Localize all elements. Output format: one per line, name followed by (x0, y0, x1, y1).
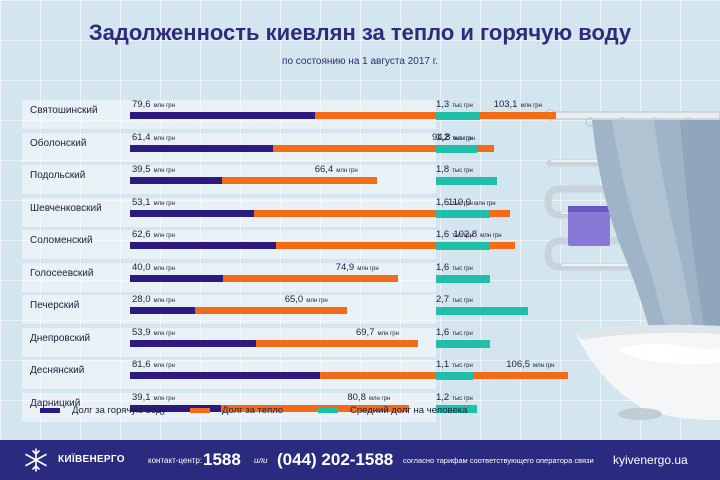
hot-water-debt-bar (130, 112, 316, 119)
hot-water-value-label: 81,6 млн грн (132, 359, 175, 370)
hot-water-debt-bar (130, 307, 196, 314)
hot-water-value-label: 28,0 млн грн (132, 294, 175, 305)
per-person-debt-bar (436, 177, 498, 185)
district-label: Днепровский (30, 332, 91, 344)
heating-value-label: 66,4 млн грн (314, 164, 358, 175)
heating-value-label: 110,0 млн грн (448, 196, 496, 208)
legend-item: Средний долг на человека (318, 405, 467, 416)
per-person-debt-bar (436, 274, 491, 283)
heating-value-label: 103,1 млн грн (493, 99, 542, 110)
towel (568, 206, 610, 246)
heating-debt-bar (130, 242, 516, 249)
per-person-value-label: 1,2 тыс грн (436, 391, 473, 403)
heating-value-label: 102,8 млн грн (453, 229, 502, 240)
legend-item: Долг за тепло (190, 405, 283, 416)
heating-value-label: 94,8 млн грн (431, 131, 475, 143)
website-link[interactable]: kyivenergo.ua (613, 453, 688, 467)
contact-center-label: контакт-центр: (148, 456, 203, 465)
legend-label: Средний долг на человека (350, 405, 468, 416)
full-phone-number: (044) 202-1588 (277, 450, 394, 469)
per-person-debt-bar (436, 209, 491, 218)
per-person-debt-bar (436, 404, 477, 413)
per-person-value-label: 1,8 тыс грн (436, 164, 473, 175)
or-label: или (254, 456, 268, 465)
hot-water-value-label: 61,4 млн грн (132, 131, 175, 143)
company-logo-text: КИЇВЕНЕРГО (58, 454, 125, 465)
legend-label: Долг за горячую воду (72, 405, 167, 416)
heating-debt-bar (130, 372, 569, 379)
per-person-value-label: 1,3 тыс грн (436, 99, 473, 110)
debt-chart: Святошинский 79,6 млн грн 103,1 млн грн 1,3 ты… (22, 99, 569, 422)
heating-value-label: 106,5 млн грн (506, 359, 555, 370)
per-person-debt-bar (436, 339, 491, 348)
per-person-debt-bar (436, 144, 477, 153)
district-label: Подольский (30, 170, 86, 181)
page-subtitle: по состоянию на 1 августа 2017 г. (282, 56, 438, 67)
hot-water-value-label: 79,6 млн грн (132, 99, 175, 110)
bathroom-illustration (544, 109, 720, 420)
per-person-debt-bar (436, 242, 491, 250)
hot-water-debt-bar (130, 372, 321, 379)
heating-debt-bar (130, 339, 418, 347)
heating-debt-bar (130, 307, 347, 314)
legend-swatch (318, 408, 338, 413)
per-person-value-label: 1,6 тыс грн (436, 229, 473, 240)
heating-debt-bar (130, 274, 398, 282)
hot-water-value-label: 62,6 млн грн (132, 229, 175, 240)
per-person-value-label: 1,6 тыс грн (436, 196, 473, 208)
hot-water-debt-bar (130, 274, 224, 282)
footer-bar: КИЇВЕНЕРГО контакт-центр: 1588 или (044)… (0, 440, 720, 480)
per-person-debt-bar (436, 372, 474, 380)
hot-water-value-label: 53,1 млн грн (132, 196, 175, 208)
hot-water-value-label: 40,0 млн грн (132, 261, 175, 273)
heating-debt-bar (130, 144, 494, 152)
page-title: Задолженность киевлян за тепло и горячую… (88, 20, 632, 45)
short-phone-number: 1588 (203, 450, 241, 469)
district-label: Шевченковский (30, 202, 102, 214)
per-person-debt-bar (436, 112, 481, 120)
district-label: Печерский (30, 300, 80, 311)
legend-swatch (40, 408, 60, 413)
per-person-value-label: 1,6 тыс грн (436, 261, 473, 273)
hot-water-debt-bar (130, 242, 276, 249)
hot-water-debt-bar (130, 177, 223, 184)
district-label: Оболонский (30, 137, 87, 149)
chart-legend: Долг за горячую воду Долг за тепло Средний… (0, 405, 720, 425)
heating-debt-bar (130, 404, 410, 412)
hot-water-value-label: 53,9 млн грн (132, 326, 175, 338)
snowflake-icon (25, 448, 47, 472)
legend-item: Долг за горячую воду (40, 405, 166, 416)
district-label: Дарницкий (30, 397, 81, 409)
district-label: Деснянский (30, 365, 85, 376)
hot-water-debt-bar (130, 339, 256, 347)
district-label: Соломенский (30, 235, 93, 246)
hot-water-value-label: 39,5 млн грн (132, 164, 175, 175)
district-label: Святошинский (30, 105, 98, 116)
legend-swatch (190, 408, 210, 413)
hot-water-debt-bar (130, 209, 254, 217)
heating-debt-bar (130, 209, 511, 217)
per-person-value-label: 1,6 тыс грн (436, 326, 473, 338)
heating-debt-bar (130, 112, 556, 119)
heating-value-label: 80,8 млн грн (347, 391, 391, 403)
heating-value-label: 65,0 млн грн (284, 294, 328, 305)
heating-value-label: 74,9 млн грн (335, 261, 379, 273)
tub-foot (618, 408, 662, 420)
per-person-value-label: 1,2 тыс грн (436, 131, 473, 143)
hot-water-debt-bar (130, 144, 274, 152)
heating-value-label: 69,7 млн грн (355, 326, 399, 338)
per-person-debt-bar (436, 307, 528, 315)
hot-water-debt-bar (130, 404, 222, 412)
tariff-note: согласно тарифам соответствующего операт… (403, 456, 594, 465)
legend-label: Долг за тепло (222, 405, 284, 416)
hot-water-value-label: 39,1 млн грн (132, 391, 175, 403)
per-person-value-label: 1,1 тыс грн (436, 359, 473, 370)
per-person-value-label: 2,7 тыс грн (436, 294, 473, 305)
heating-debt-bar (130, 177, 377, 184)
district-label: Голосеевский (30, 267, 94, 279)
